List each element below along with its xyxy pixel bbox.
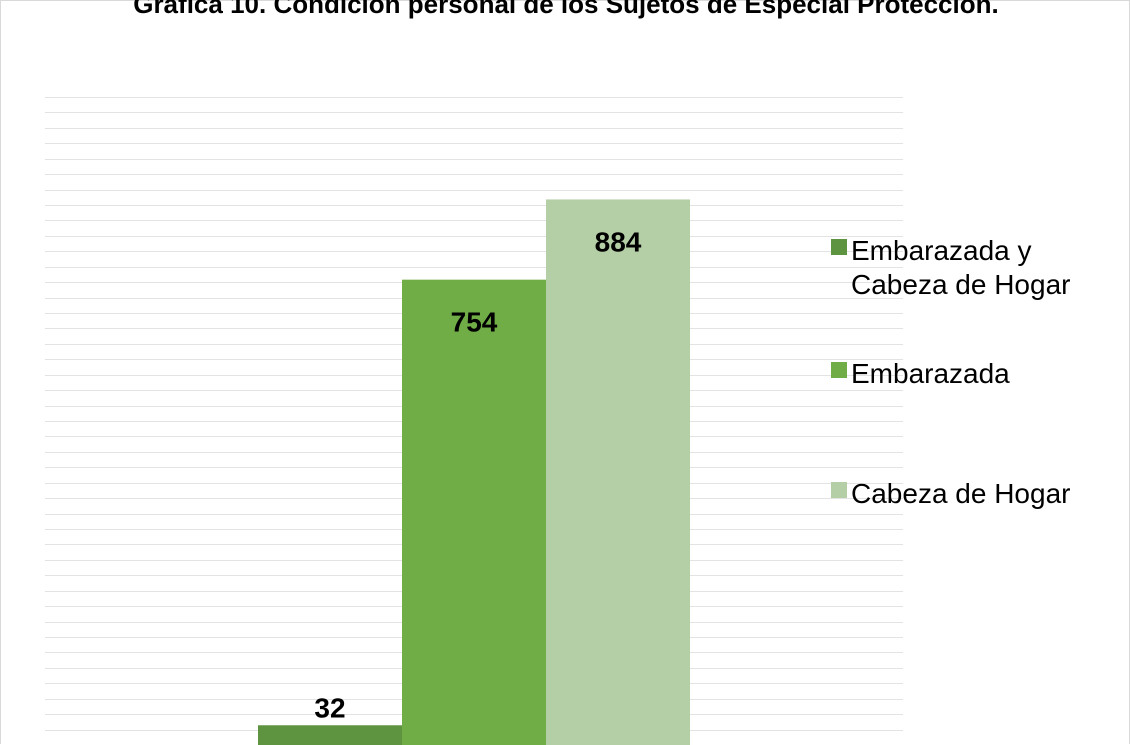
data-label: 754: [451, 307, 498, 338]
data-label: 32: [314, 692, 345, 723]
legend-label: Embarazada: [851, 357, 1010, 391]
legend-label: Embarazada y Cabeza de Hogar: [851, 234, 1130, 302]
legend-swatch: [831, 482, 847, 498]
legend: Embarazada y Cabeza de Hogar Embarazada …: [831, 1, 1130, 745]
legend-swatch: [831, 239, 847, 255]
legend-label: Cabeza de Hogar: [851, 477, 1070, 511]
bars: [258, 199, 690, 745]
legend-swatch: [831, 362, 847, 378]
data-label: 884: [595, 226, 642, 257]
bar-embarazada: [402, 280, 546, 745]
bar-embarazada-y-cabeza-de-hogar: [258, 725, 402, 745]
bar-cabeza-de-hogar: [546, 199, 690, 745]
